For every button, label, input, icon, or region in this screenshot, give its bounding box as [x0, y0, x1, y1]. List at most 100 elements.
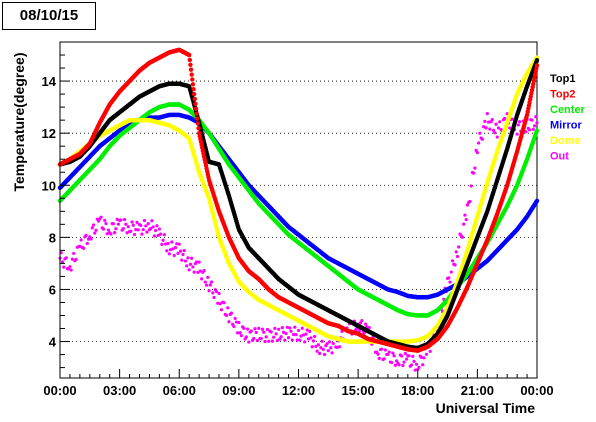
- point-out-85: [163, 242, 168, 246]
- point-out-17: [79, 238, 83, 242]
- point-out-90: [170, 240, 174, 244]
- point-out-82: [160, 242, 164, 246]
- point-out-152: [247, 340, 251, 344]
- point-top2-223: [196, 126, 201, 131]
- point-mirror-768: [534, 198, 540, 204]
- point-out-352: [495, 135, 499, 139]
- point-out-127: [216, 301, 220, 305]
- point-out-378: [527, 128, 532, 132]
- y-tick-label-4: 12: [42, 126, 56, 141]
- point-out-172: [272, 335, 276, 339]
- point-out-92: [172, 253, 176, 258]
- point-out-341: [481, 125, 486, 129]
- point-top2-213: [190, 77, 195, 82]
- point-out-315: [449, 270, 453, 274]
- point-out-22: [85, 241, 89, 246]
- point-out-175: [275, 338, 279, 343]
- point-out-278: [403, 351, 407, 356]
- point-out-106: [190, 256, 194, 260]
- point-out-362: [508, 126, 512, 130]
- axes-layer: [59, 41, 538, 379]
- point-out-68: [142, 218, 147, 223]
- point-out-142: [234, 320, 238, 324]
- point-out-38: [105, 232, 109, 236]
- point-out-96: [177, 242, 181, 246]
- point-out-246: [363, 322, 368, 326]
- point-out-316: [450, 259, 455, 263]
- point-out-380: [530, 118, 534, 122]
- series-top2: [57, 47, 540, 353]
- point-out-286: [413, 368, 417, 372]
- point-out-383: [534, 115, 538, 119]
- point-top2-214: [190, 82, 196, 87]
- point-out-284: [411, 354, 415, 358]
- point-out-21: [84, 233, 88, 237]
- point-out-132: [222, 301, 226, 305]
- point-out-358: [503, 116, 507, 121]
- point-out-10: [70, 257, 75, 261]
- point-out-291: [419, 355, 424, 360]
- legend-entry-out: Out: [550, 151, 569, 163]
- point-out-369: [516, 123, 520, 127]
- x-tick-label-2: 06:00: [163, 383, 196, 398]
- point-out-330: [468, 199, 472, 204]
- legend: Top1 Top2 Center Mirror Dome Out: [550, 73, 586, 163]
- point-out-191: [295, 338, 299, 342]
- point-out-28: [93, 231, 97, 235]
- point-out-212: [321, 347, 325, 351]
- point-out-160: [257, 326, 261, 330]
- point-out-58: [130, 220, 134, 224]
- point-out-61: [134, 228, 138, 232]
- point-out-336: [475, 151, 479, 155]
- point-out-76: [152, 234, 157, 238]
- point-out-108: [192, 270, 196, 274]
- point-out-136: [227, 320, 231, 324]
- point-out-100: [182, 248, 186, 253]
- point-out-287: [414, 362, 419, 366]
- point-out-262: [383, 348, 388, 352]
- point-out-138: [229, 311, 234, 315]
- point-out-328: [465, 203, 470, 207]
- point-out-354: [498, 120, 502, 124]
- point-out-220: [331, 341, 335, 346]
- point-out-199: [305, 328, 309, 332]
- point-out-368: [515, 132, 519, 136]
- point-out-167: [265, 327, 270, 332]
- point-center-768: [534, 128, 540, 133]
- x-tick-label-5: 15:00: [342, 383, 375, 398]
- point-out-107: [191, 265, 195, 269]
- point-out-210: [319, 346, 323, 350]
- point-out-257: [377, 356, 381, 361]
- x-tick-label-8: 00:00: [520, 383, 553, 398]
- y-axis-title: Temperature(degree): [11, 52, 27, 191]
- point-out-151: [245, 327, 250, 331]
- point-out-88: [167, 252, 171, 256]
- point-out-150: [244, 335, 248, 339]
- point-out-79: [156, 233, 160, 238]
- point-out-186: [289, 329, 293, 333]
- point-out-223: [335, 345, 339, 350]
- point-out-66: [140, 232, 144, 236]
- point-out-276: [401, 363, 405, 368]
- point-out-116: [202, 269, 206, 273]
- point-out-2: [60, 260, 65, 264]
- point-out-204: [311, 339, 316, 343]
- point-top2-768: [534, 63, 540, 68]
- point-out-81: [159, 232, 163, 236]
- point-out-44: [113, 231, 117, 235]
- point-out-216: [326, 349, 330, 353]
- point-out-83: [161, 238, 165, 242]
- point-out-13: [74, 257, 78, 261]
- point-top2-221: [195, 116, 200, 121]
- point-out-143: [236, 331, 240, 335]
- series-layer: [57, 47, 540, 372]
- point-out-74: [150, 219, 154, 223]
- point-out-273: [397, 363, 401, 367]
- point-out-99: [181, 252, 185, 257]
- point-out-327: [464, 217, 468, 222]
- point-out-146: [239, 334, 243, 338]
- point-out-135: [226, 306, 230, 310]
- point-out-243: [360, 318, 364, 323]
- point-out-345: [486, 120, 491, 124]
- point-out-213: [322, 352, 327, 357]
